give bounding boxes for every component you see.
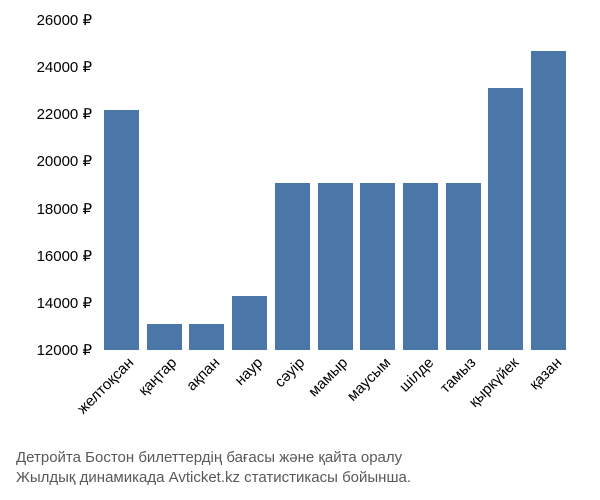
y-tick-label: 16000 ₽ bbox=[37, 247, 92, 265]
x-tick-label: желтоқсан bbox=[74, 354, 137, 417]
bar-slot: шілде bbox=[399, 20, 442, 350]
x-tick-label: маусым bbox=[344, 354, 395, 405]
bar-slot: наур bbox=[228, 20, 271, 350]
bar-slot: қыркүйек bbox=[485, 20, 528, 350]
bars-container: желтоқсанқаңтарақпаннаурсәуірмамырмаусым… bbox=[100, 20, 570, 350]
bar-slot: желтоқсан bbox=[100, 20, 143, 350]
bar bbox=[318, 183, 353, 350]
y-tick-label: 22000 ₽ bbox=[37, 105, 92, 123]
bar bbox=[147, 324, 182, 350]
bar bbox=[232, 296, 267, 350]
bar bbox=[360, 183, 395, 350]
bar-slot: мамыр bbox=[314, 20, 357, 350]
y-tick-label: 26000 ₽ bbox=[37, 11, 92, 29]
bar bbox=[403, 183, 438, 350]
bar-slot: тамыз bbox=[442, 20, 485, 350]
y-tick-label: 12000 ₽ bbox=[37, 341, 92, 359]
bar bbox=[189, 324, 224, 350]
bar-slot: ақпан bbox=[185, 20, 228, 350]
y-tick-label: 24000 ₽ bbox=[37, 58, 92, 76]
y-tick-label: 14000 ₽ bbox=[37, 294, 92, 312]
bar-slot: сәуір bbox=[271, 20, 314, 350]
y-tick-label: 18000 ₽ bbox=[37, 200, 92, 218]
bar bbox=[488, 88, 523, 350]
plot-area: 12000 ₽14000 ₽16000 ₽18000 ₽20000 ₽22000… bbox=[100, 20, 570, 350]
bar-slot: қазан bbox=[527, 20, 570, 350]
x-tick-label: ақпан bbox=[183, 354, 223, 394]
caption-line1: Детройта Бостон билеттердің бағасы және … bbox=[16, 449, 402, 466]
x-tick-label: наур bbox=[231, 354, 266, 389]
bar bbox=[104, 110, 139, 350]
x-tick-label: шілде bbox=[396, 354, 437, 395]
chart-caption: Детройта Бостон билеттердің бағасы және … bbox=[16, 448, 584, 489]
y-tick-label: 20000 ₽ bbox=[37, 152, 92, 170]
x-tick-label: қаңтар bbox=[135, 354, 180, 399]
x-tick-label: қазан bbox=[526, 354, 565, 393]
bar bbox=[531, 51, 566, 350]
bar bbox=[275, 183, 310, 350]
bar bbox=[446, 183, 481, 350]
bar-slot: маусым bbox=[356, 20, 399, 350]
price-chart: 12000 ₽ 14000 ₽ 16000 ₽ 18000 ₽ 20000 ₽ 22000… bbox=[0, 0, 600, 500]
caption-line2: Жылдық динамикада Avticket.kz статистика… bbox=[16, 469, 411, 486]
bar-slot: қаңтар bbox=[143, 20, 186, 350]
x-tick-label: сәуір bbox=[272, 354, 309, 391]
